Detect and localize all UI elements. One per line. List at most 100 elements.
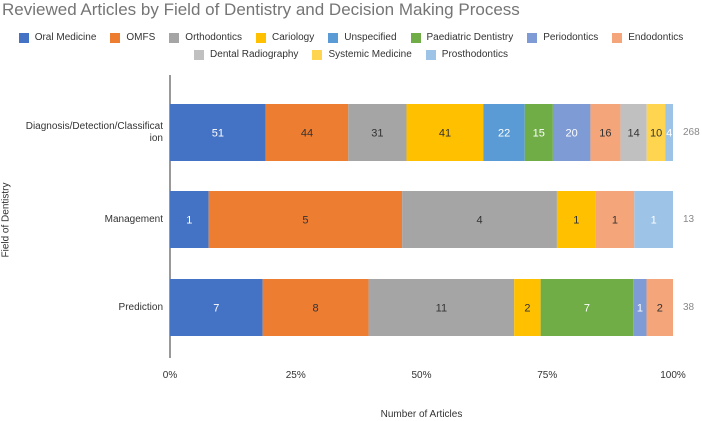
bar-segment [590,104,621,161]
data-label: 1 [637,303,643,315]
data-label: 15 [533,128,545,140]
legend-item: Periodontics [527,32,598,43]
data-label: 4 [476,215,482,227]
legend-item: Orthodontics [169,32,242,43]
legend-label: Systemic Medicine [328,49,412,60]
y-axis-title: Field of Dentistry [0,182,12,258]
legend-item: Oral Medicine [18,32,97,43]
legend-swatch [312,49,323,60]
legend-label: Periodontics [543,32,599,43]
legend-swatch [194,49,205,60]
legend-swatch [425,49,436,60]
total-label: 38 [683,301,695,313]
legend-item: OMFS [110,32,155,43]
x-tick-label: 75% [537,370,558,381]
data-label: 2 [657,303,663,315]
data-label: 10 [650,128,662,140]
bar-segment [170,104,266,161]
category-label-line: Diagnosis/Detection/Classificat [25,120,163,132]
legend-item: Endodontics [612,32,683,43]
legend: Oral Medicine OMFS Orthodontics Cariology Un… [0,29,702,63]
legend-swatch [328,32,339,43]
bar-segment [633,279,647,336]
legend-label: Dental Radiography [210,49,299,60]
legend-label: Endodontics [628,32,684,43]
bar-segment [208,191,403,248]
data-label: 5 [302,215,308,227]
data-label: 7 [584,303,590,315]
category-label: Diagnosis/Detection/Classificat ion [26,121,163,145]
legend-swatch [110,32,121,43]
bar-segment [262,279,369,336]
bar-segment [540,279,634,336]
data-label: 11 [436,303,447,315]
data-label: 1 [651,215,657,227]
legend-label: Orthodontics [185,32,242,43]
legend-label: Oral Medicine [34,32,97,43]
bar-segment [514,279,541,336]
legend-item: Cariology [256,32,314,43]
total-label: 268 [683,126,700,138]
legend-swatch [18,32,29,43]
legend-row: Oral Medicine OMFS Orthodontics Cariology Un… [0,29,702,46]
bar-segment [348,104,407,161]
data-label: 44 [301,128,313,140]
bar-segment [402,191,557,248]
data-label: 7 [213,303,219,315]
bar-segment [646,104,666,161]
legend-item: Paediatric Dentistry [410,32,514,43]
x-tick-label: 50% [411,370,432,381]
data-label: 20 [566,128,578,140]
category-label: Prediction [119,302,163,314]
data-label: 16 [599,128,611,140]
legend-label: Prosthodontics [441,49,508,60]
bar-segment [368,279,515,336]
legend-label: Paediatric Dentistry [426,32,514,43]
data-label: 22 [498,128,510,140]
data-label: 8 [313,303,319,315]
legend-swatch [169,32,180,43]
legend-item: Systemic Medicine [312,49,412,60]
data-label: 51 [212,128,224,140]
data-label: 1 [612,215,618,227]
category-label-line: Prediction [118,301,163,313]
x-tick-label: 25% [285,370,306,381]
bar-segment [406,104,484,161]
legend-item: Dental Radiography [194,49,298,60]
category-label: Management [105,214,163,226]
legend-row: Dental Radiography Systemic Medicine Prost… [0,46,702,63]
category-label-line: Management [104,213,163,225]
bar-segment [552,104,591,161]
legend-swatch [527,32,538,43]
legend-item: Unspecified [328,32,397,43]
bar-segment [646,279,673,336]
bar-segment [170,191,209,248]
legend-swatch [612,32,623,43]
bar-segment [634,191,673,248]
data-label: 1 [573,215,579,227]
data-label: 2 [524,303,530,315]
bar-segment [665,104,673,161]
bar-segment [620,104,647,161]
category-label-line: ion [149,132,163,144]
legend-label: OMFS [126,32,156,43]
data-label: 31 [371,128,383,140]
data-label: 14 [627,128,639,140]
x-axis-title: Number of Articles [380,409,463,420]
bar-segment [170,279,263,336]
total-label: 13 [683,213,695,225]
legend-item: Prosthodontics [425,49,508,60]
data-label: 1 [186,215,192,227]
bar-segment [556,191,596,248]
data-label: 41 [439,128,451,140]
chart-title: Reviewed Articles by Field of Dentistry … [2,0,520,19]
legend-label: Cariology [272,32,315,43]
legend-swatch [256,32,266,43]
bar-segment [524,104,553,161]
x-tick-label: 100% [660,370,686,381]
legend-label: Unspecified [344,32,397,43]
bar-segment [265,104,349,161]
x-tick-label: 0% [162,370,178,381]
bar-segment [595,191,635,248]
